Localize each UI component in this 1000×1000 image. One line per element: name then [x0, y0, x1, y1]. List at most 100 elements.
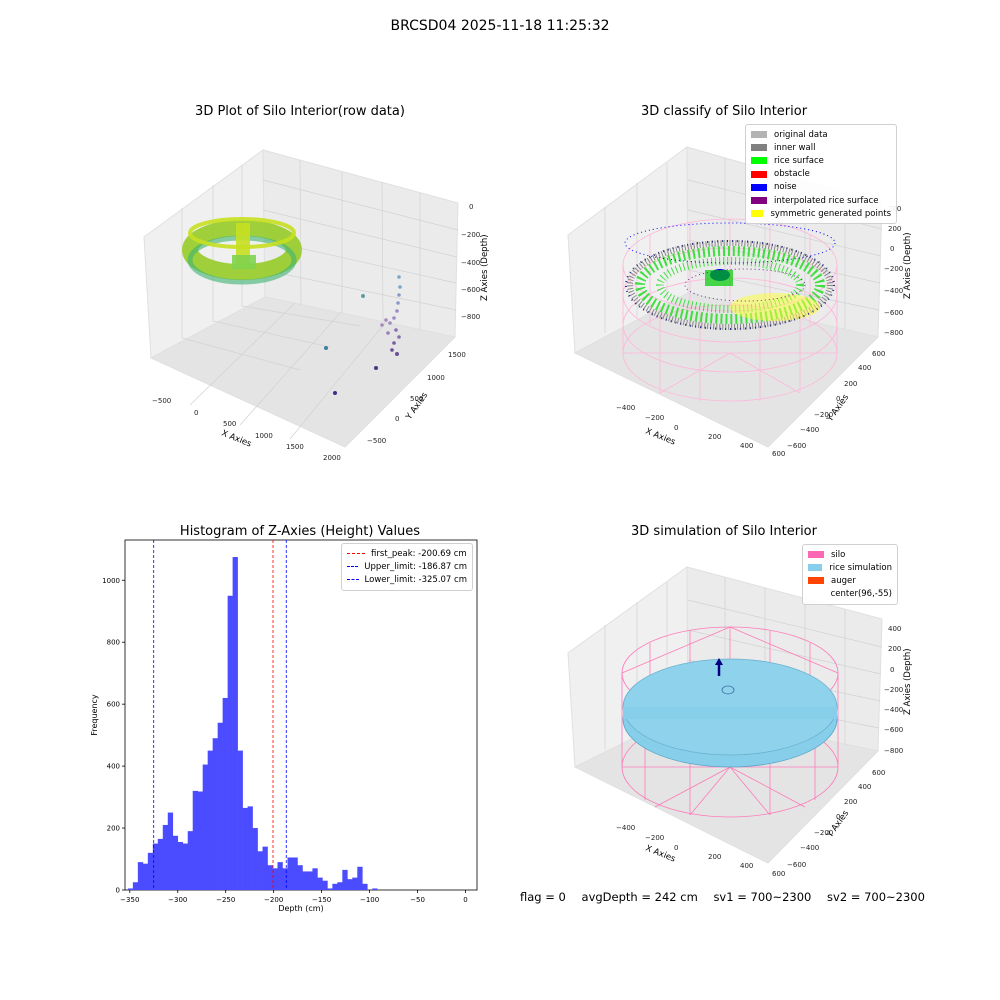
p2-ytick: 0	[836, 395, 840, 403]
hist-xtick-label: −300	[168, 896, 187, 904]
raw-outlier-points	[324, 275, 402, 395]
p1-ytick: 500	[410, 395, 423, 403]
hist-bar	[217, 722, 223, 890]
p4-ztick: −800	[884, 747, 903, 755]
simulation-legend: silo rice simulation auger center(96,-55…	[802, 544, 898, 605]
panel3-title: Histogram of Z-Axies (Height) Values	[179, 524, 421, 539]
p2-xtick: 600	[772, 450, 785, 458]
legend-item: symmetric generated points	[751, 207, 891, 220]
p1-ztick: −200	[461, 231, 480, 239]
legend-item: Upper_limit: -186.87 cm	[347, 560, 467, 573]
p2-xtick: 200	[708, 433, 721, 441]
legend-item: silo	[808, 548, 892, 561]
hist-bar	[357, 866, 363, 890]
hist-bar	[282, 868, 288, 890]
hist-xtick-label: 0	[463, 896, 467, 904]
legend-swatch	[751, 144, 767, 152]
p2-ztick: 200	[888, 225, 901, 233]
legend-label: interpolated rice surface	[774, 195, 879, 206]
hist-bar	[177, 841, 184, 890]
hist-bar	[307, 871, 313, 890]
hist-bar	[237, 750, 243, 890]
p2-ztick: −400	[884, 287, 903, 295]
classified-points	[624, 222, 836, 330]
p1-xtick: 500	[223, 420, 236, 428]
hist-bar	[247, 806, 253, 890]
raw-ring	[182, 217, 302, 285]
flag-text: flag = 0	[520, 890, 566, 904]
p1-ytick: 1000	[427, 374, 445, 382]
status-footer: flag = 0 avgDepth = 242 cm sv1 = 700~230…	[520, 890, 937, 904]
raw-3d-plot: −500 0 500 1000 1500 2000 −500 0 500 100…	[143, 149, 490, 462]
hist-bar	[272, 868, 278, 890]
hist-bar	[332, 883, 338, 890]
p2-xtick: −200	[645, 414, 664, 422]
hist-xtick-label: −150	[312, 896, 331, 904]
classify-legend: original data inner wall rice surface ob…	[745, 124, 897, 225]
legend-line	[347, 553, 365, 555]
hist-bar	[352, 877, 358, 890]
p4-xtick: 0	[674, 844, 678, 852]
p4-ztick: 400	[888, 625, 901, 633]
auger-marker	[715, 658, 723, 676]
avg-depth-text: avgDepth = 242 cm	[581, 890, 698, 904]
hist-bar	[167, 812, 174, 890]
hist-ref-lines	[153, 540, 287, 890]
hist-bar	[257, 851, 263, 890]
hist-bar	[347, 879, 353, 890]
hist-xtick-label: −100	[360, 896, 379, 904]
hist-bar	[287, 857, 293, 890]
hist-bar	[342, 869, 348, 890]
panel2-title: 3D classify of Silo Interior	[640, 104, 808, 119]
hist-ytick-label: 800	[107, 639, 120, 647]
legend-label: noise	[774, 182, 797, 193]
p4-xtick: 400	[740, 862, 753, 870]
p2-xtick: 0	[674, 424, 678, 432]
hist-xtick-label: −350	[120, 896, 139, 904]
hist-xticks: −350 −300 −250 −200 −150 −100 −50 0	[120, 890, 468, 904]
p1-ytick: −500	[367, 437, 386, 445]
p4-ytick: 0	[836, 813, 840, 821]
hist-bar	[222, 697, 228, 890]
p2-ytick: −600	[787, 442, 806, 450]
legend-label: Upper_limit: -186.87 cm	[364, 561, 467, 572]
hist-bar	[207, 750, 213, 890]
legend-line	[347, 579, 359, 581]
legend-swatch	[751, 183, 767, 191]
legend-label: silo	[831, 549, 846, 560]
p1-xtick: −500	[152, 397, 171, 405]
hist-bar	[197, 791, 203, 890]
hist-xtick-label: −50	[410, 896, 425, 904]
hist-ytick-label: 0	[116, 887, 120, 895]
p2-xtick: −400	[616, 404, 635, 412]
hist-bar	[182, 843, 189, 890]
hist-bar	[212, 738, 218, 890]
legend-line	[347, 566, 359, 568]
hist-bar	[137, 862, 144, 890]
hist-bar	[262, 846, 268, 890]
hist-bar	[162, 824, 169, 890]
p2-ztick: −600	[884, 309, 903, 317]
p1-zlabel: Z Axies (Depth)	[480, 234, 490, 301]
plot3d-panes	[143, 149, 459, 448]
legend-swatch	[751, 170, 767, 178]
p2-ytick: −400	[800, 426, 819, 434]
hist-bar	[242, 807, 248, 890]
legend-swatch	[751, 210, 764, 218]
hist-bar	[252, 828, 258, 890]
legend-item: rice surface	[751, 154, 891, 167]
legend-item: rice simulation	[808, 561, 892, 574]
p4-ytick: 200	[844, 798, 857, 806]
hist-bar	[127, 888, 134, 890]
hist-bar	[187, 831, 194, 890]
hist-bar	[152, 843, 159, 890]
hist-bar	[317, 877, 323, 890]
hist-xtick-label: −250	[216, 896, 235, 904]
p1-ztick: −600	[461, 286, 480, 294]
p4-ztick: 0	[890, 666, 894, 674]
hist-ytick-label: 1000	[102, 577, 120, 585]
p2-ytick: 200	[844, 380, 857, 388]
p2-xtick: 400	[740, 442, 753, 450]
depth-histogram: −350 −300 −250 −200 −150 −100 −50 0 0 200 400 600 8…	[90, 539, 478, 913]
p1-ztick: 0	[469, 203, 473, 211]
